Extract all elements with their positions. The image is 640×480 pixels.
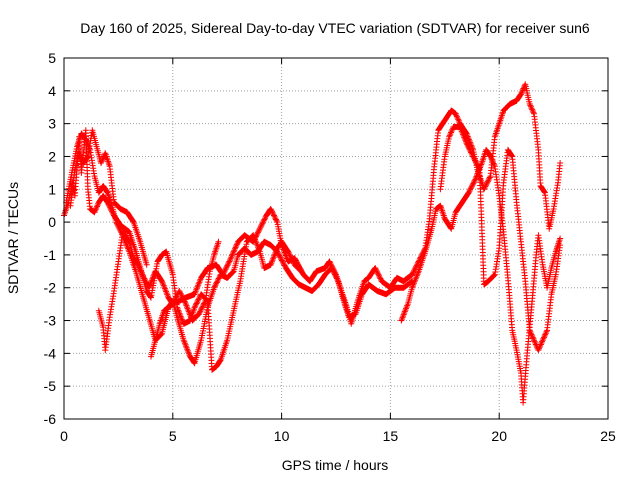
y-tick-label: -6 bbox=[44, 411, 57, 427]
y-tick-label: 2 bbox=[48, 148, 56, 164]
data-points bbox=[61, 81, 564, 406]
y-tick-label: 0 bbox=[48, 214, 56, 230]
chart-title: Day 160 of 2025, Sidereal Day-to-day VTE… bbox=[80, 20, 590, 36]
x-tick-label: 10 bbox=[274, 428, 290, 444]
y-tick-label: -5 bbox=[44, 378, 57, 394]
y-tick-label: -3 bbox=[44, 313, 57, 329]
x-axis-label: GPS time / hours bbox=[282, 457, 389, 473]
x-tick-label: 20 bbox=[491, 428, 507, 444]
y-tick-label: 4 bbox=[48, 83, 56, 99]
y-axis-label: SDTVAR / TECUs bbox=[5, 182, 21, 294]
series-track-7 bbox=[67, 127, 150, 268]
y-tick-label: -4 bbox=[44, 345, 57, 361]
series-track-3 bbox=[95, 228, 305, 373]
y-tick-label: 1 bbox=[48, 181, 56, 197]
y-tick-label: -1 bbox=[44, 247, 57, 263]
axis-ticks: 0 5 10 15 20 25 -6 -5 -4 -3 -2 -1 0 1 2 3 4 5 bbox=[44, 50, 616, 444]
x-tick-label: 5 bbox=[169, 428, 177, 444]
series-track-2 bbox=[63, 130, 416, 367]
y-tick-label: -2 bbox=[44, 280, 57, 296]
x-tick-label: 0 bbox=[60, 428, 68, 444]
x-tick-label: 15 bbox=[383, 428, 399, 444]
plot-frame bbox=[63, 57, 609, 420]
y-tick-label: 3 bbox=[48, 116, 56, 132]
series-track-4 bbox=[148, 238, 222, 360]
y-tick-label: 5 bbox=[48, 50, 56, 66]
x-tick-label: 25 bbox=[600, 428, 616, 444]
series-track-6 bbox=[437, 123, 564, 354]
